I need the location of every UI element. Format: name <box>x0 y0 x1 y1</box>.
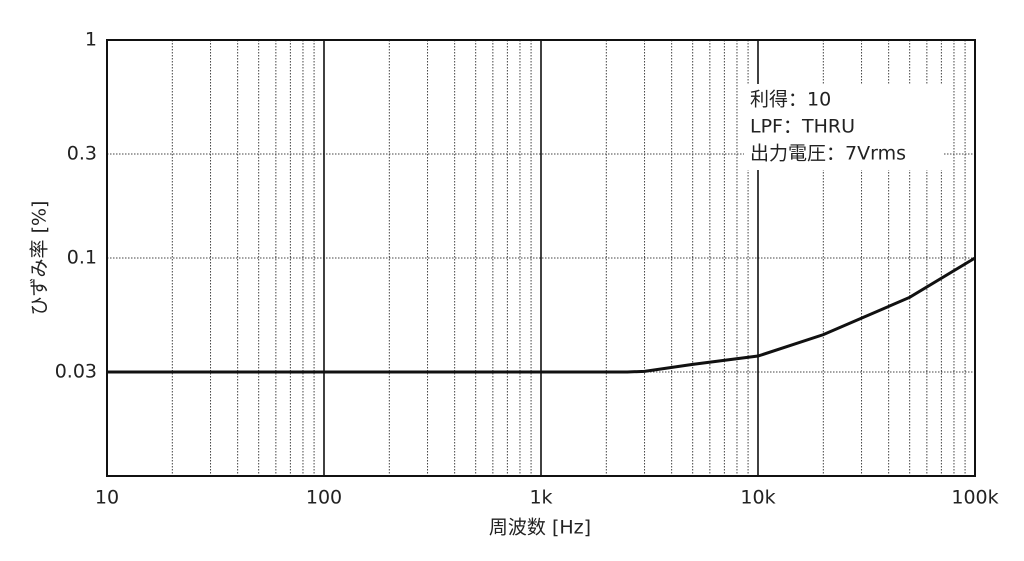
x-tick-label: 10k <box>740 487 775 509</box>
x-tick-label: 100k <box>951 487 998 509</box>
x-tick-label: 100 <box>306 487 342 509</box>
y-tick-label: 0.03 <box>55 360 97 382</box>
annotation: 利得：10 <box>750 89 831 111</box>
annotation: LPF：THRU <box>750 116 855 138</box>
annotation: 出力電圧：7Vrms <box>750 143 906 165</box>
x-axis-label: 周波数 [Hz] <box>489 517 591 539</box>
x-tick-label: 10 <box>95 487 119 509</box>
x-tick-label: 1k <box>529 487 552 509</box>
y-tick-label: 0.1 <box>67 247 97 269</box>
y-axis-label: ひずみ率 [%] <box>29 201 51 316</box>
y-tick-label: 1 <box>85 29 97 51</box>
annotation-background <box>744 84 944 170</box>
y-tick-label: 0.3 <box>67 142 97 164</box>
data-line <box>107 256 976 374</box>
